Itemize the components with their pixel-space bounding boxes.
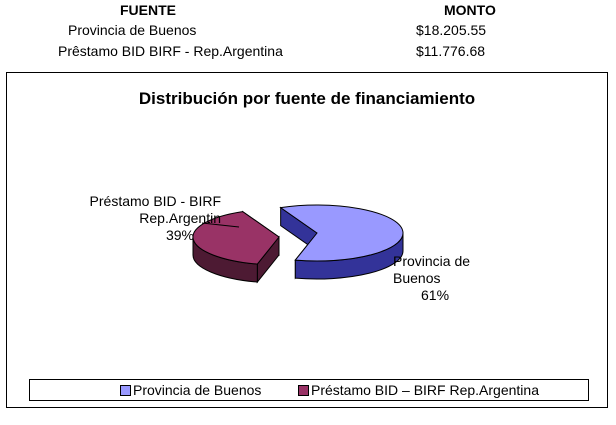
- chart-title: Distribución por fuente de financiamient…: [138, 89, 476, 108]
- label-provincia-name: Provincia de Buenos: [393, 253, 471, 286]
- chart-area: Distribución por fuente de financiamient…: [6, 72, 608, 408]
- row-1-amount: $18.205.55: [416, 22, 487, 38]
- header-monto: MONTO: [444, 2, 496, 18]
- legend-swatch-prestamo: [298, 384, 309, 396]
- label-prestamo: Préstamo BID - BIRF Rep.Argentin 39%: [61, 193, 221, 244]
- label-provincia: Provincia de Buenos 61%: [393, 253, 503, 304]
- legend-item-provincia: Provincia de Buenos: [120, 382, 261, 398]
- pie-chart: [192, 204, 404, 284]
- legend-label-prestamo: Préstamo BID – BIRF Rep.Argentina: [311, 382, 539, 398]
- chart-legend: Provincia de Buenos Préstamo BID – BIRF …: [29, 379, 589, 401]
- legend-swatch-provincia: [120, 384, 131, 396]
- row-2-source: Prêstamo BID BIRF - Rep.Argentina: [58, 43, 283, 59]
- legend-label-provincia: Provincia de Buenos: [133, 382, 262, 398]
- row-2-amount: $11.776.68: [416, 43, 486, 59]
- label-prestamo-name: Préstamo BID - BIRF Rep.Argentin: [89, 193, 221, 226]
- label-prestamo-percent: 39%: [165, 227, 194, 243]
- row-1-source: Provincia de Buenos: [68, 22, 197, 38]
- label-provincia-percent: 61%: [421, 287, 450, 303]
- leader-line-prestamo: [201, 222, 240, 228]
- pie-slice-provincia: [279, 204, 404, 262]
- legend-item-prestamo: Préstamo BID – BIRF Rep.Argentina: [298, 382, 539, 398]
- header-fuente: FUENTE: [120, 2, 176, 18]
